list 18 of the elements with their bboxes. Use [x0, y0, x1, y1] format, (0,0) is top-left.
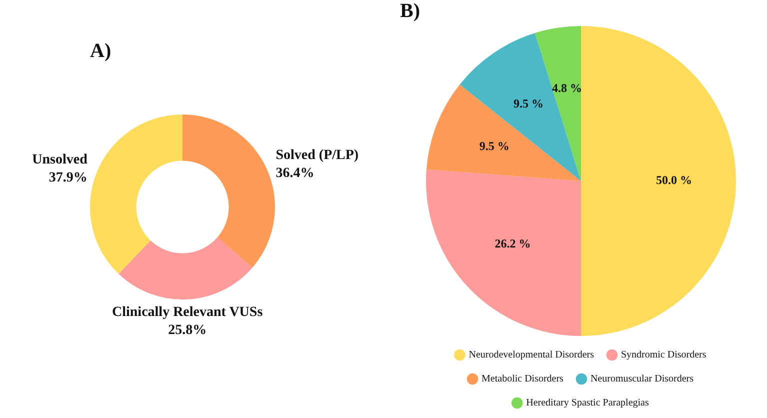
data-label: 4.8 % [552, 81, 582, 96]
legend-label: Syndromic Disorders [620, 350, 706, 361]
data-label: 37.9% [48, 170, 88, 186]
data-label: 9.5 % [479, 139, 510, 154]
data-label: 36.4% [276, 166, 314, 182]
chart-title: A) [90, 40, 112, 62]
legend-label: Neuromuscular Disorders [590, 374, 694, 385]
data-label: 9.5 % [513, 96, 544, 110]
slice-label: Clinically Relevant VUSs [112, 304, 264, 320]
legend-label: Neurodevelopmental Disorders [468, 350, 594, 361]
data-label: 50.0 % [656, 173, 692, 188]
data-label: 26.2 % [494, 236, 531, 250]
chart-title: B) [400, 0, 420, 22]
slice-label: Unsolved [32, 152, 88, 168]
legend-label: Hereditary Spastic Paraplegias [526, 398, 649, 409]
legend-label: Metabolic Disorders [482, 374, 564, 385]
slice-label: Solved (P/LP) [276, 148, 359, 164]
data-label: 25.8% [168, 322, 207, 338]
